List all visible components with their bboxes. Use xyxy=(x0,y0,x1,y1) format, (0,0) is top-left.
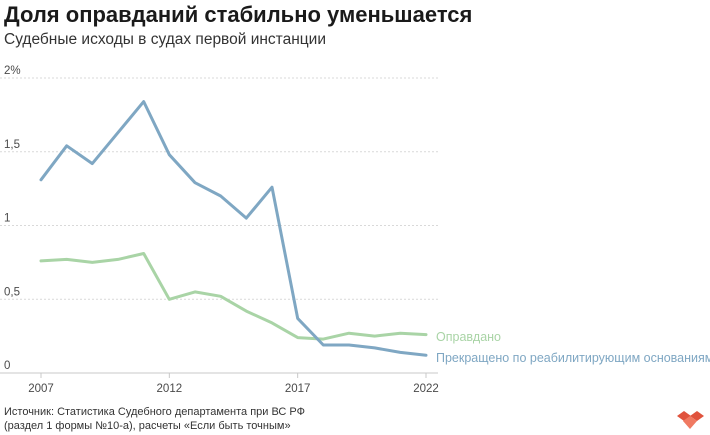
source-note: Источник: Статистика Судебного департаме… xyxy=(4,405,305,433)
source-line-1: Источник: Статистика Судебного департаме… xyxy=(4,406,306,418)
series-line-2 xyxy=(39,100,428,357)
y-tick-label: 1 xyxy=(4,213,10,225)
series-line-1 xyxy=(39,252,428,341)
x-tick-label: 2022 xyxy=(413,383,439,395)
x-tick-label: 2007 xyxy=(28,383,54,395)
series-label-1: Оправдано xyxy=(436,330,501,344)
x-tick-label: 2012 xyxy=(157,383,183,395)
chart-subtitle: Судебные исходы в судах первой инстанции xyxy=(4,31,326,48)
y-tick-label: 0 xyxy=(4,360,10,372)
x-tick-label: 2017 xyxy=(285,383,311,395)
source-line-2: (раздел 1 формы №10-а), расчеты «Если бы… xyxy=(4,420,291,432)
y-tick-label: 2% xyxy=(4,65,21,77)
y-tick-label: 0,5 xyxy=(4,286,20,298)
publisher-logo-icon xyxy=(677,411,704,429)
y-tick-label: 1,5 xyxy=(4,139,20,151)
chart-title: Доля оправданий стабильно уменьшается xyxy=(4,2,473,27)
series-label-2: Прекращено по реабилитирующим основаниям xyxy=(436,351,710,365)
line-chart: 0 0,5 1 1,5 2% 2007 2012 2017 2022 Оправдано Прекр… xyxy=(0,65,710,395)
